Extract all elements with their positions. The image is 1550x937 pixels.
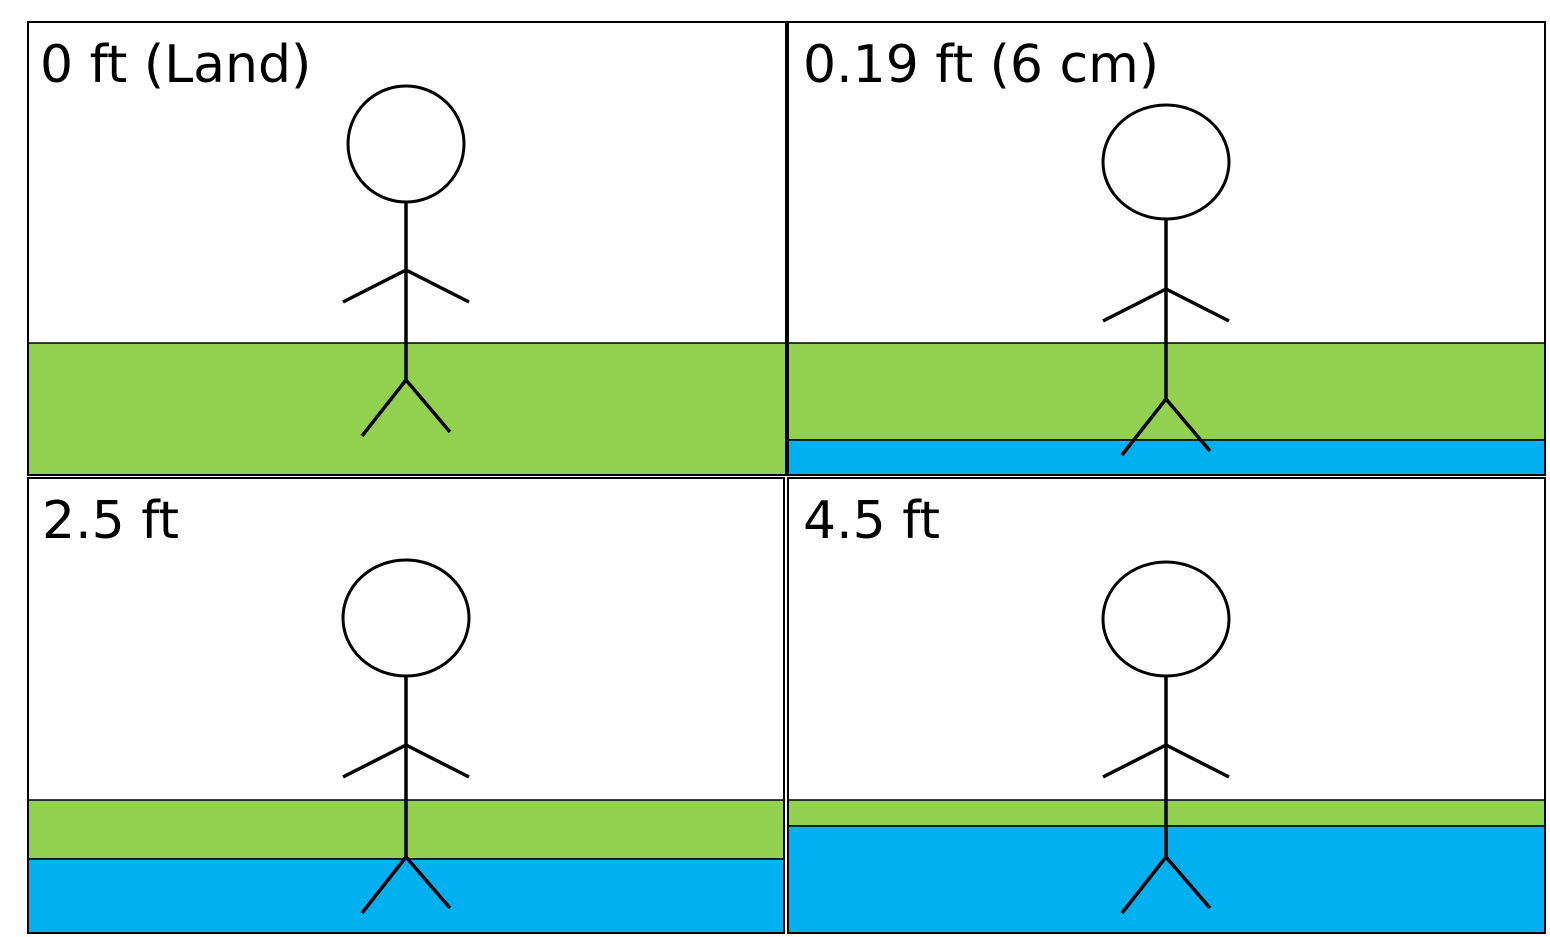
stick-figure-right-arm (1165, 287, 1230, 323)
stick-figure-left-arm (1102, 287, 1167, 323)
stick-figure-right-leg (1164, 397, 1212, 453)
panel-six-cm-water-layer (787, 439, 1546, 476)
stick-figure-left-leg (360, 378, 408, 438)
stick-figure-head (1101, 103, 1231, 221)
panel-six-cm: 0.19 ft (6 cm) (787, 21, 1546, 476)
stick-figure-left-arm (342, 268, 407, 304)
panel-two-point-five-ft-water-layer (27, 858, 785, 934)
stick-figure-right-arm (1165, 743, 1230, 779)
panel-four-point-five-ft-border (787, 477, 1546, 934)
stick-figure-head (1101, 560, 1231, 678)
panel-six-cm-border (787, 21, 1546, 476)
panel-two-point-five-ft: 2.5 ft (27, 477, 785, 934)
stick-figure-right-arm (405, 743, 470, 779)
panel-two-point-five-ft-label: 2.5 ft (42, 491, 179, 551)
stick-figure-head (346, 84, 466, 204)
panel-four-point-five-ft-stick-figure (1101, 560, 1231, 915)
stick-figure-right-leg (1164, 855, 1212, 910)
panel-land: 0 ft (Land) (27, 21, 787, 476)
stick-figure-right-leg (404, 855, 452, 910)
stick-figure-right-arm (405, 268, 470, 304)
panel-land-border (27, 21, 787, 476)
stick-figure-right-leg (404, 378, 452, 434)
stick-figure-left-leg (1120, 855, 1168, 915)
stick-figure-left-leg (360, 855, 408, 915)
panel-six-cm-stick-figure (1101, 103, 1231, 457)
stick-figure-left-leg (1120, 397, 1168, 457)
stick-figure-left-arm (342, 743, 407, 779)
panel-four-point-five-ft: 4.5 ft (787, 477, 1546, 934)
panel-land-stick-figure (342, 84, 470, 438)
panel-four-point-five-ft-label: 4.5 ft (803, 491, 940, 551)
panel-two-point-five-ft-stick-figure (341, 558, 471, 915)
panel-two-point-five-ft-border (27, 477, 785, 934)
panel-land-label: 0 ft (Land) (40, 35, 311, 95)
stick-figure-left-arm (1102, 743, 1167, 779)
panel-six-cm-label: 0.19 ft (6 cm) (803, 35, 1159, 95)
stick-figure-head (341, 558, 471, 678)
